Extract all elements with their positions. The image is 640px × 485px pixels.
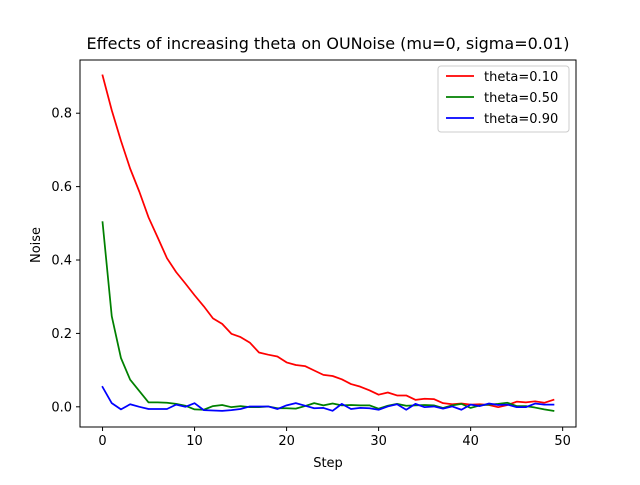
x-tick-label: 40 xyxy=(462,434,479,449)
x-tick-label: 20 xyxy=(278,434,295,449)
y-tick-label: 0.2 xyxy=(51,327,72,342)
y-tick-label: 0.0 xyxy=(51,400,72,415)
axes-frame xyxy=(79,59,577,428)
x-tick-label: 30 xyxy=(370,434,387,449)
series-line-3 xyxy=(101,385,555,412)
y-tick-label: 0.6 xyxy=(51,180,72,195)
x-axis-label: Step xyxy=(313,456,343,471)
x-tick-label: 10 xyxy=(186,434,203,449)
plot-area: 0 10 20 30 40 50 0.0 0.2 0.4 0.6 0.8 xyxy=(51,59,577,449)
y-axis-label: Noise xyxy=(29,227,44,263)
x-tick-label: 0 xyxy=(98,434,106,449)
legend-box xyxy=(437,65,570,133)
legend-label-3: theta=0.90 xyxy=(484,112,558,127)
legend-label-1: theta=0.10 xyxy=(484,70,558,85)
y-tick-label: 0.4 xyxy=(51,254,72,269)
chart-title: Effects of increasing theta on OUNoise (… xyxy=(87,34,570,53)
series-line-1 xyxy=(101,74,555,409)
x-tick-label: 50 xyxy=(554,434,571,449)
legend-label-2: theta=0.50 xyxy=(484,91,558,106)
legend: theta=0.10 theta=0.50 theta=0.90 xyxy=(437,65,570,133)
y-tick-label: 0.8 xyxy=(51,107,72,122)
